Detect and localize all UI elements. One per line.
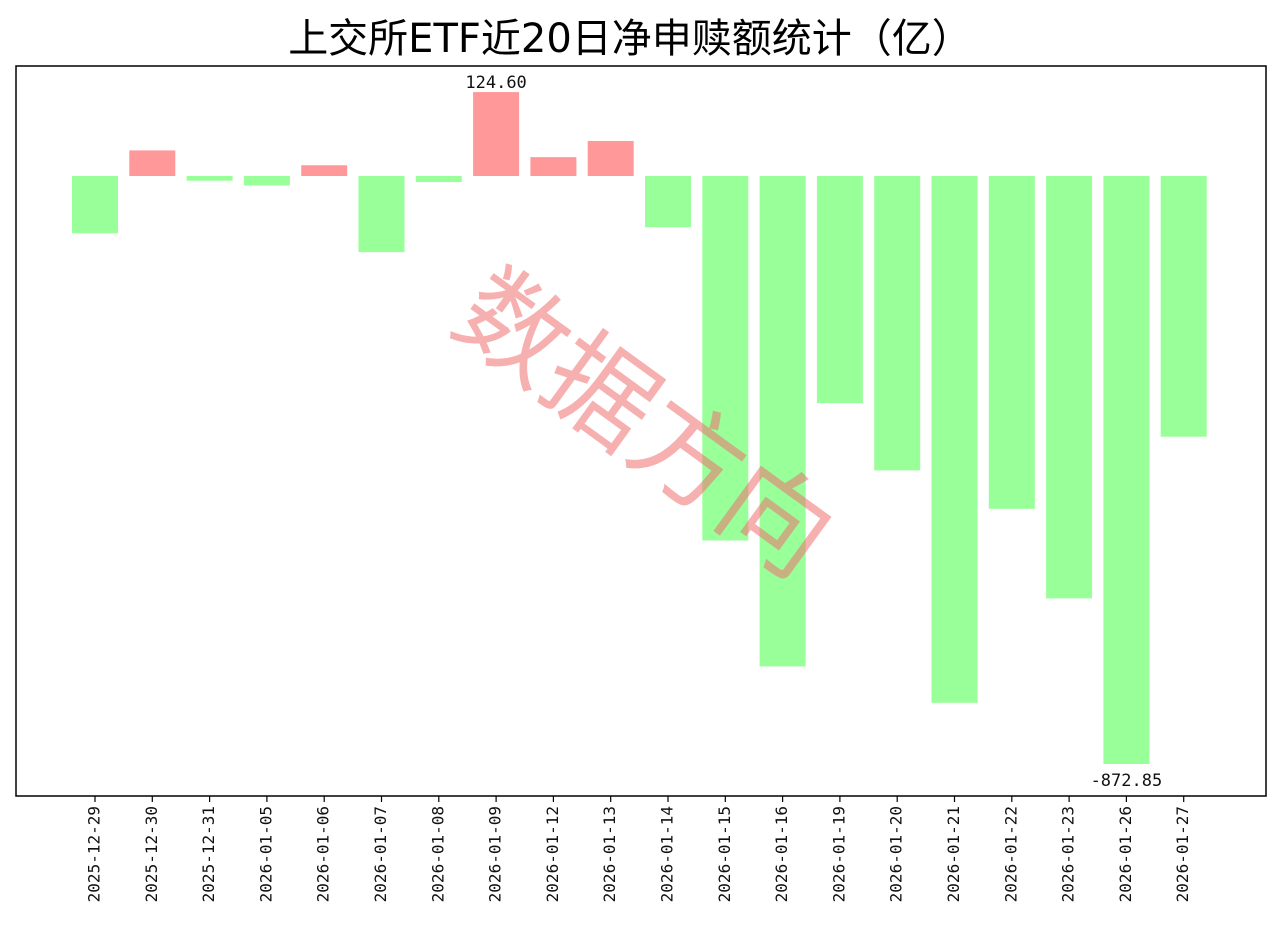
bar-2026-01-06 — [301, 165, 348, 176]
bar-2025-12-30 — [129, 150, 176, 176]
x-tick-label: 2026-01-07 — [371, 806, 390, 902]
x-tick-label: 2025-12-30 — [142, 806, 161, 902]
bar-2026-01-16 — [759, 176, 806, 667]
x-axis: 2025-12-29 2025-12-30 2025-12-31 2026-01-05… — [85, 796, 1192, 902]
bar-2026-01-15 — [702, 176, 749, 541]
bar-2026-01-09 — [473, 92, 520, 176]
chart-title: 上交所ETF近20日净申赎额统计（亿） — [288, 16, 972, 62]
data-labels: 124.60 -872.85 — [465, 73, 1162, 791]
x-tick-label: 2026-01-08 — [428, 806, 447, 902]
bar-2026-01-08 — [415, 176, 462, 183]
x-tick-label: 2026-01-27 — [1173, 806, 1192, 902]
bar-2026-01-13 — [587, 140, 634, 176]
plot-frame — [15, 65, 1267, 797]
bar-2026-01-26 — [1103, 176, 1150, 764]
x-tick-label: 2026-01-19 — [829, 806, 848, 902]
bar-2026-01-20 — [874, 176, 921, 471]
x-tick-label: 2026-01-26 — [1116, 806, 1135, 902]
x-tick-label: 2026-01-13 — [600, 806, 619, 902]
bar-2026-01-21 — [931, 176, 978, 703]
bar-2026-01-12 — [530, 157, 577, 176]
bars — [72, 92, 1207, 764]
data-label-2026-01-09: 124.60 — [465, 73, 526, 93]
x-tick-label: 2026-01-06 — [314, 806, 333, 902]
bar-2026-01-23 — [1046, 176, 1093, 599]
x-tick-label: 2026-01-20 — [887, 806, 906, 902]
bar-2025-12-29 — [72, 176, 118, 234]
x-tick-label: 2026-01-22 — [1001, 806, 1020, 902]
bar-2026-01-07 — [358, 176, 405, 253]
x-tick-label: 2026-01-12 — [543, 806, 562, 902]
x-tick-label: 2026-01-23 — [1059, 806, 1078, 902]
x-tick-label: 2026-01-15 — [715, 806, 734, 902]
x-tick-label: 2026-01-16 — [772, 806, 791, 902]
x-tick-label: 2026-01-09 — [486, 806, 505, 902]
bar-2026-01-22 — [988, 176, 1035, 509]
bar-2026-01-27 — [1160, 176, 1207, 437]
bar-2026-01-14 — [645, 176, 691, 228]
x-tick-label: 2025-12-29 — [85, 806, 104, 902]
bar-2026-01-05 — [243, 176, 290, 186]
x-tick-label: 2026-01-21 — [944, 806, 963, 902]
bar-2025-12-31 — [186, 176, 233, 181]
x-tick-label: 2025-12-31 — [199, 806, 218, 902]
x-tick-label: 2026-01-05 — [256, 806, 275, 902]
bar-2026-01-19 — [816, 176, 863, 404]
x-tick-label: 2026-01-14 — [658, 806, 677, 902]
data-label-2026-01-26: -872.85 — [1091, 771, 1163, 791]
